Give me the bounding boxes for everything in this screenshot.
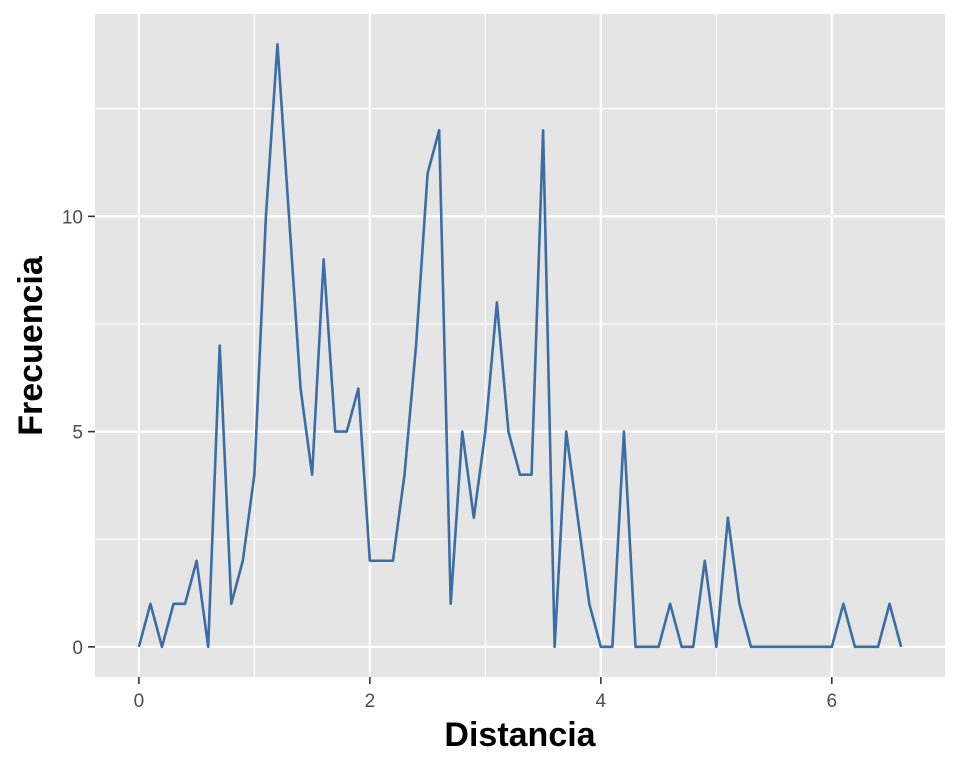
y-axis-title: Frecuencia [12, 255, 50, 436]
x-axis: 0 2 4 6 [134, 677, 838, 712]
x-tick-label: 6 [827, 691, 838, 712]
major-gridlines [95, 14, 945, 677]
x-tick-label: 4 [596, 691, 607, 712]
y-tick-label: 0 [72, 638, 83, 659]
x-tick-label: 2 [365, 691, 376, 712]
series-layer [137, 42, 903, 649]
minor-gridlines [95, 14, 945, 677]
y-tick-label: 10 [62, 207, 83, 228]
series-line [137, 42, 903, 649]
x-axis-title: Distancia [444, 716, 596, 754]
plot-panel [95, 14, 945, 677]
x-tick-label: 0 [134, 691, 145, 712]
y-tick-label: 5 [72, 423, 83, 444]
y-axis: 0 5 10 [62, 207, 95, 659]
